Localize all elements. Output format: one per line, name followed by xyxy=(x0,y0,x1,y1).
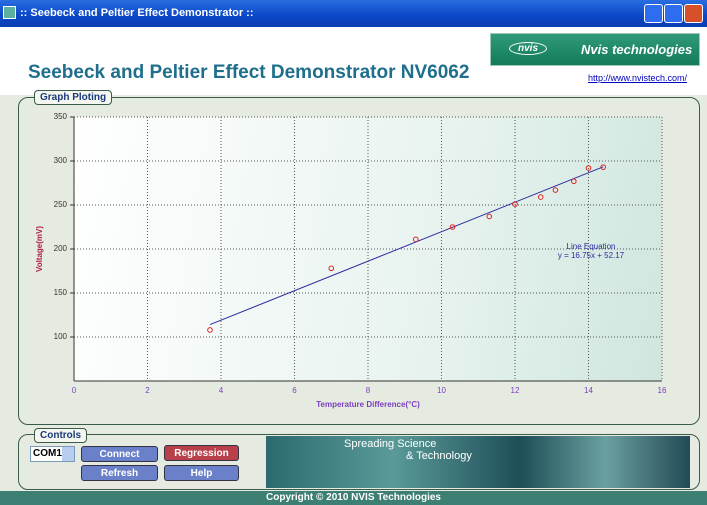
y-tick-label: 100 xyxy=(54,332,68,341)
x-tick-label: 14 xyxy=(584,386,593,395)
y-axis-label: Voltage(mV) xyxy=(35,226,44,272)
data-point xyxy=(208,328,213,333)
app-window: :: Seebeck and Peltier Effect Demonstrat… xyxy=(0,0,707,505)
y-tick-label: 250 xyxy=(54,200,68,209)
data-point xyxy=(329,266,334,271)
data-point xyxy=(413,237,418,242)
x-tick-label: 4 xyxy=(219,386,224,395)
x-tick-label: 16 xyxy=(658,386,667,395)
data-point xyxy=(553,188,558,193)
y-tick-label: 300 xyxy=(54,156,68,165)
data-point xyxy=(487,214,492,219)
annotation: Line Equation xyxy=(567,242,616,251)
x-tick-label: 0 xyxy=(72,386,77,395)
regression-line xyxy=(210,167,603,325)
y-tick-label: 150 xyxy=(54,288,68,297)
data-point xyxy=(572,179,577,184)
x-tick-label: 6 xyxy=(292,386,297,395)
y-tick-label: 350 xyxy=(54,112,68,121)
x-axis-label: Temperature Difference(°C) xyxy=(316,400,420,409)
annotation: y = 16.75x + 52.17 xyxy=(558,251,625,260)
chart: 0 2 4 6 8 10 12 14 16 100 150 200 250 300 350 Temperatu… xyxy=(0,0,707,505)
x-tick-label: 12 xyxy=(511,386,520,395)
x-tick-label: 8 xyxy=(366,386,371,395)
y-tick-label: 200 xyxy=(54,244,68,253)
x-tick-label: 10 xyxy=(437,386,446,395)
x-tick-label: 2 xyxy=(145,386,150,395)
data-point xyxy=(538,195,543,200)
